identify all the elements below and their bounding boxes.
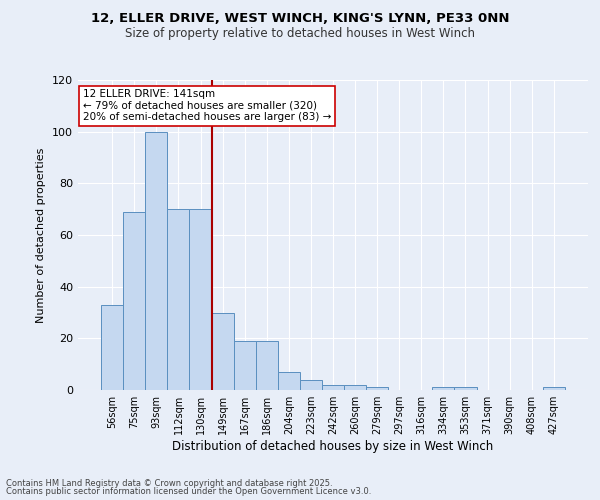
Bar	[344, 385, 366, 390]
Text: 12, ELLER DRIVE, WEST WINCH, KING'S LYNN, PE33 0NN: 12, ELLER DRIVE, WEST WINCH, KING'S LYNN…	[91, 12, 509, 26]
Bar	[454, 388, 476, 390]
Bar	[366, 388, 388, 390]
Bar	[212, 312, 233, 390]
Text: Contains public sector information licensed under the Open Government Licence v3: Contains public sector information licen…	[6, 487, 371, 496]
Text: Contains HM Land Registry data © Crown copyright and database right 2025.: Contains HM Land Registry data © Crown c…	[6, 478, 332, 488]
Bar	[145, 132, 167, 390]
Bar	[256, 341, 278, 390]
Bar	[433, 388, 454, 390]
Bar	[300, 380, 322, 390]
Bar	[101, 304, 123, 390]
Bar	[543, 388, 565, 390]
Text: 12 ELLER DRIVE: 141sqm
← 79% of detached houses are smaller (320)
20% of semi-de: 12 ELLER DRIVE: 141sqm ← 79% of detached…	[83, 90, 331, 122]
Y-axis label: Number of detached properties: Number of detached properties	[37, 148, 46, 322]
Bar	[190, 209, 212, 390]
X-axis label: Distribution of detached houses by size in West Winch: Distribution of detached houses by size …	[172, 440, 494, 453]
Bar	[322, 385, 344, 390]
Bar	[167, 209, 190, 390]
Bar	[278, 372, 300, 390]
Text: Size of property relative to detached houses in West Winch: Size of property relative to detached ho…	[125, 28, 475, 40]
Bar	[123, 212, 145, 390]
Bar	[233, 341, 256, 390]
